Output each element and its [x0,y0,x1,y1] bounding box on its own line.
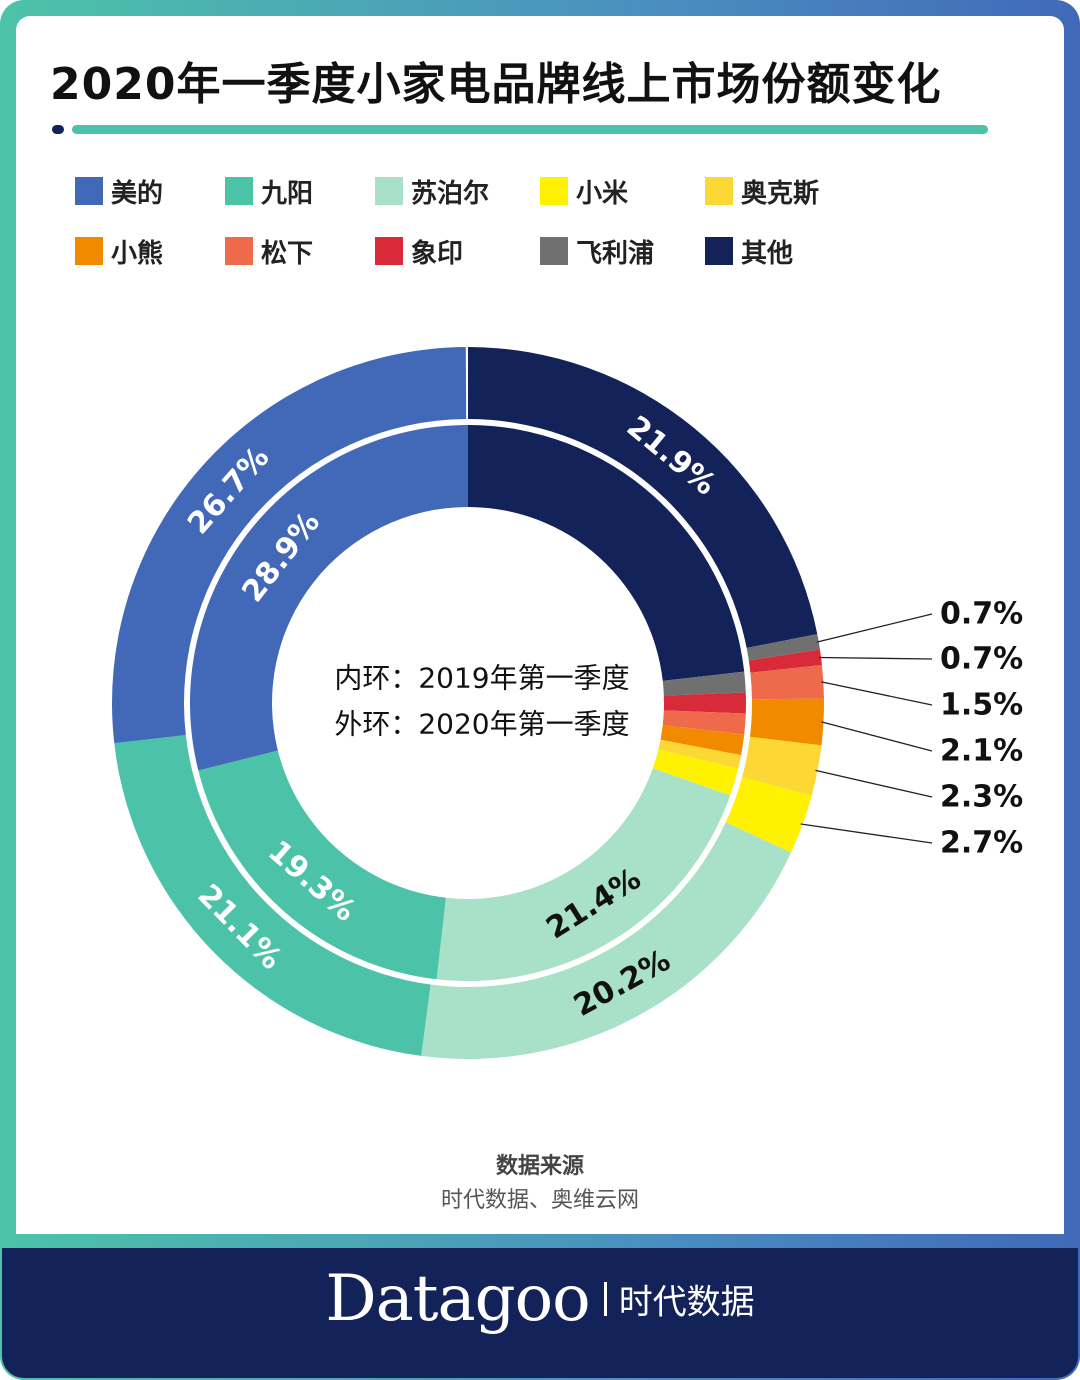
legend-swatch [705,177,733,205]
legend-swatch [540,177,568,205]
legend-item: 小熊 [75,236,225,269]
data-label: 2.1% [940,734,1023,769]
donut-segment-outer [750,665,824,700]
leader-line [821,681,933,706]
legend-label: 苏泊尔 [411,178,490,209]
donut-segment-outer [112,347,467,744]
data-label: 0.7% [940,597,1023,632]
donut-segment-inner [468,425,745,681]
donut-segment-inner [190,425,468,771]
legend-item: 其他 [705,236,870,269]
legend-item: 松下 [225,236,375,269]
donut-segment-outer [749,698,824,746]
title-divider [72,125,988,134]
donut-segment-outer [746,634,820,661]
donut-segment-inner [198,750,446,980]
leader-line [816,613,933,643]
legend-swatch [375,177,403,205]
donut-segment-outer [114,735,431,1056]
legend-item: 小米 [540,176,705,209]
legend-label: 小熊 [111,238,164,269]
brand-separator [603,1282,607,1316]
donut-segment-outer [725,777,812,853]
footer-bar [2,1248,1078,1378]
data-label: 0.7% [940,642,1023,677]
legend-item: 苏泊尔 [375,176,540,209]
legend-item: 美的 [75,176,225,209]
legend-label: 奥克斯 [741,178,820,209]
donut-segment-inner [658,739,742,769]
donut-segment-inner [663,692,746,714]
center-label: 内环：2019年第一季度 [334,662,629,695]
legend-label: 飞利浦 [576,238,655,269]
brand-en: Datagoo [325,1262,590,1336]
legend-item: 飞利浦 [540,236,705,269]
legend-swatch [75,177,103,205]
data-label: 2.7% [940,826,1023,861]
source-text: 时代数据、奥维云网 [440,1188,639,1213]
legend-swatch [225,177,253,205]
legend-swatch [540,237,568,265]
legend-label: 九阳 [261,178,314,209]
legend-label: 其他 [741,238,794,269]
leader-line [821,721,933,752]
legend-swatch [375,237,403,265]
leader-line [800,823,933,844]
legend-label: 象印 [411,238,464,269]
source-title: 数据来源 [495,1154,584,1179]
chart-title: 2020年一季度小家电品牌线上市场份额变化 [50,59,942,110]
brand-logo: Datagoo 时代数据 [0,1262,1080,1336]
donut-segment-inner [660,725,745,756]
title-divider-dot [52,125,64,134]
legend-item: 奥克斯 [705,176,870,209]
data-label: 1.5% [940,688,1023,723]
legend-swatch [705,237,733,265]
donut-segment-outer [748,649,822,673]
center-label: 外环：2020年第一季度 [334,708,629,741]
donut-segment-outer [468,347,818,649]
legend-swatch [225,237,253,265]
leader-line [815,769,933,798]
legend-swatch [75,237,103,265]
legend-label: 美的 [111,178,164,209]
legend: 美的 九阳 苏泊尔 小米 奥克斯小熊 松下 象印 飞利浦 其他 [75,176,905,269]
donut-segment-outer [421,822,792,1059]
leader-line [819,656,933,660]
brand-cn: 时代数据 [618,1282,755,1323]
donut-segment-inner [662,710,746,735]
data-label: 2.3% [940,780,1023,815]
legend-item: 九阳 [225,176,375,209]
donut-segment-inner [652,749,739,796]
legend-label: 松下 [261,238,314,269]
donut-segment-inner [436,768,731,981]
legend-item: 象印 [375,236,540,269]
donut-segment-outer [742,736,822,796]
legend-label: 小米 [576,178,629,209]
donut-segment-inner [662,671,746,696]
